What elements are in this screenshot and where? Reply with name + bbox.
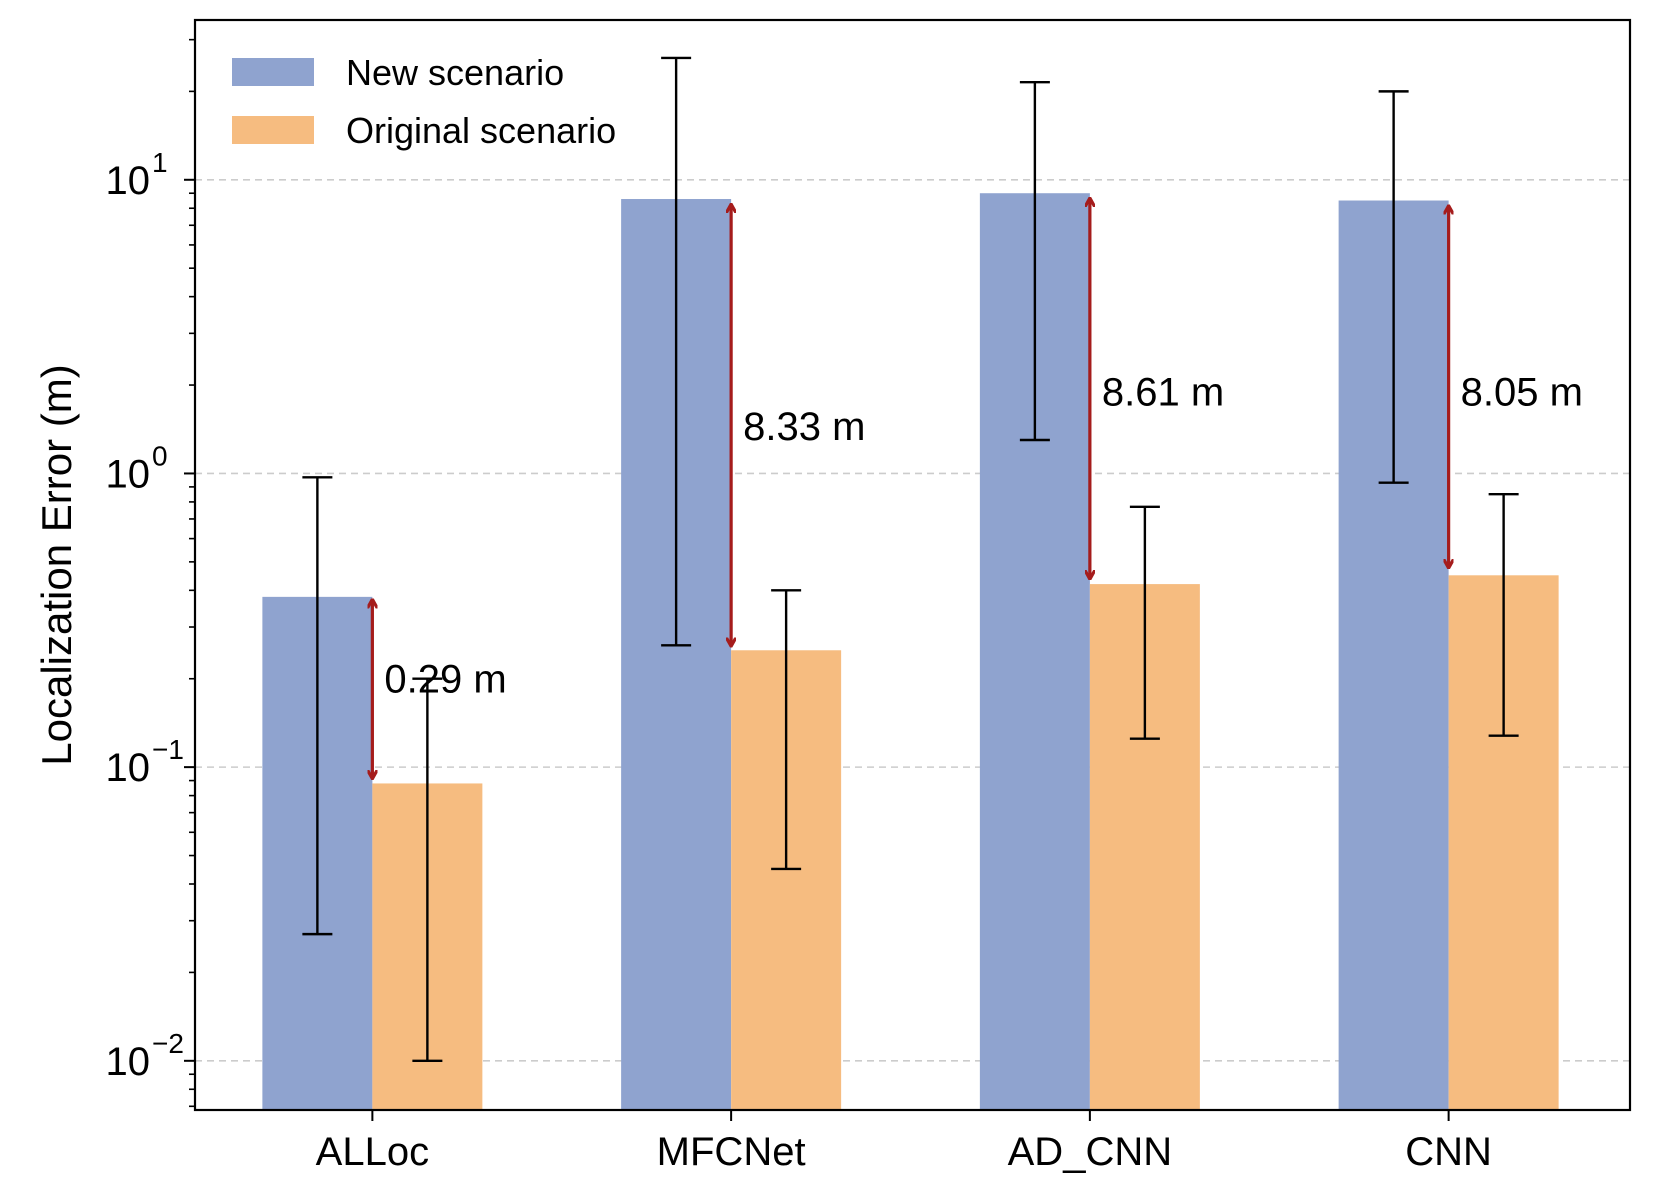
y-tick-label-base: 10 [106,1040,151,1084]
plot-frame [193,18,1632,1112]
difference-label: 8.05 m [1461,371,1583,415]
y-tick-label-exponent: −2 [152,1028,184,1059]
y-tick-label-exponent: 0 [152,440,168,471]
y-tick-label-exponent: −1 [152,734,184,765]
y-axis-label: Localization Error (m) [33,364,80,765]
legend-swatch-new [232,58,314,86]
difference-label: 8.33 m [743,405,865,449]
difference-label: 8.61 m [1102,371,1224,415]
error-bars [302,56,1519,1063]
x-tick-label: AD_CNN [1008,1130,1172,1174]
axis-ticks [184,38,1450,1121]
legend-label-original: Original scenario [346,110,616,151]
y-tick-label-base: 10 [106,746,151,790]
legend-label-new: New scenario [346,52,564,93]
x-tick-label: CNN [1405,1130,1492,1174]
legend-swatch-original [232,116,314,144]
difference-annotations: 0.29 m 8.33 m 8.61 m 8.05 m [372,199,1583,778]
legend: New scenario Original scenario [232,52,616,151]
bars [262,193,1559,1111]
y-tick-label-base: 10 [106,159,151,203]
x-tick-label: MFCNet [657,1130,806,1174]
y-tick-label-exponent: 1 [152,147,168,178]
x-tick-label: ALLoc [316,1130,429,1174]
y-tick-label-base: 10 [106,452,151,496]
difference-label: 0.29 m [384,658,506,702]
